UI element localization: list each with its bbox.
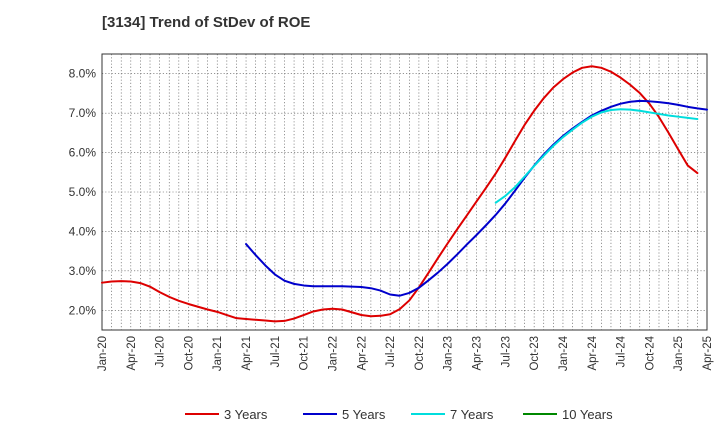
- legend-label: 3 Years: [224, 407, 268, 422]
- x-tick-label: Apr-20: [126, 336, 138, 371]
- series-line-5-years: [245, 99, 708, 297]
- legend-label: 10 Years: [562, 407, 613, 422]
- x-tick-label: Jan-20: [97, 336, 109, 371]
- x-tick-label: Apr-25: [702, 336, 714, 371]
- x-tick-label: Apr-21: [241, 336, 253, 371]
- x-axis-ticks: Jan-20 Apr-20 Jul-20 Oct-20 Jan-21 Apr-21 Jul-…: [97, 335, 714, 371]
- x-tick-label: Oct-20: [183, 336, 195, 371]
- x-tick-label: Jul-23: [500, 336, 512, 367]
- x-tick-label: Oct-21: [299, 336, 311, 371]
- series-line-3-years: [101, 65, 699, 323]
- x-tick-label: Jan-25: [673, 336, 685, 371]
- legend-label: 5 Years: [342, 407, 386, 422]
- x-tick-label: Oct-23: [529, 336, 541, 371]
- chart-title: [3134] Trend of StDev of ROE: [102, 14, 311, 31]
- y-tick-label: 7.0%: [69, 106, 97, 120]
- legend-label: 7 Years: [450, 407, 494, 422]
- x-tick-label: Jul-20: [155, 336, 167, 367]
- x-tick-label: Apr-23: [472, 336, 484, 371]
- legend: 3 Years 5 Years 7 Years 10 Years: [185, 407, 613, 422]
- x-tick-label: Apr-22: [356, 336, 368, 371]
- x-tick-label: Jan-22: [327, 336, 339, 371]
- x-tick-label: Jan-23: [443, 336, 455, 371]
- x-tick-label: Jan-24: [558, 335, 570, 371]
- x-tick-label: Jul-22: [385, 336, 397, 367]
- series-line-7-years: [494, 108, 699, 204]
- x-tick-label: Jul-21: [270, 336, 282, 367]
- y-axis-ticks: 2.0% 3.0% 4.0% 5.0% 6.0% 7.0% 8.0%: [69, 67, 97, 318]
- y-tick-label: 2.0%: [69, 303, 97, 317]
- x-tick-label: Oct-22: [414, 336, 426, 371]
- y-tick-label: 4.0%: [69, 224, 97, 238]
- x-tick-label: Jul-24: [616, 335, 628, 367]
- grid-lines: [102, 54, 707, 330]
- series-lines: [101, 65, 708, 323]
- x-tick-label: Apr-24: [587, 335, 599, 370]
- x-tick-label: Jan-21: [212, 336, 224, 371]
- plot-border: [101, 53, 708, 331]
- x-tick-label: Oct-24: [644, 335, 656, 370]
- y-tick-label: 5.0%: [69, 185, 97, 199]
- y-tick-label: 6.0%: [69, 146, 97, 160]
- y-tick-label: 8.0%: [69, 67, 97, 81]
- y-tick-label: 3.0%: [69, 264, 97, 278]
